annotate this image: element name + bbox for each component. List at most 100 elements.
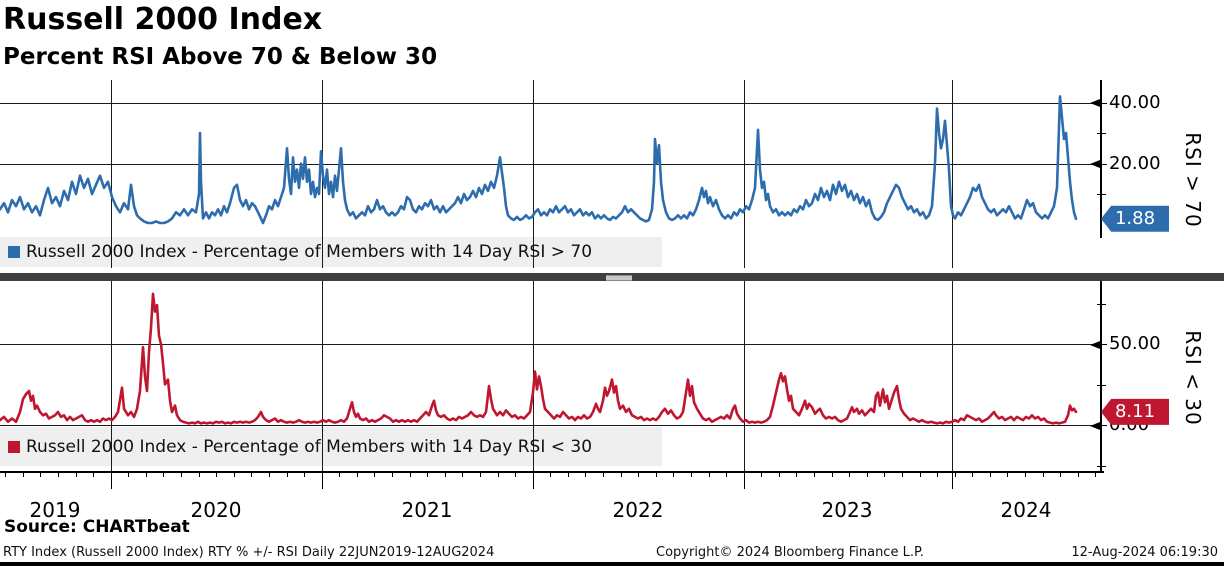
x-axis-month-tick: [726, 472, 728, 477]
x-axis-month-tick: [1007, 472, 1009, 477]
axis-tick-arrow-icon: [1090, 160, 1100, 168]
gridline: [951, 281, 953, 471]
x-axis-month-tick: [128, 472, 130, 477]
x-axis-month-tick: [866, 472, 868, 477]
axis-minor-tick: [1097, 133, 1106, 134]
axis-minor-tick: [1097, 194, 1106, 195]
y-axis-tick-label: 50.00: [1109, 333, 1161, 354]
x-axis-month-tick: [5, 472, 7, 477]
axis-minor-tick: [1097, 465, 1106, 467]
x-axis-month-tick: [673, 472, 675, 477]
plot-area-top[interactable]: [0, 80, 1102, 238]
x-axis-month-tick: [761, 472, 763, 477]
x-axis-month-tick: [145, 472, 147, 477]
last-value-badge-bottom: 8.11: [1101, 398, 1169, 425]
x-axis-month-tick: [497, 472, 499, 477]
series-swatch-red-icon: [8, 440, 20, 453]
x-axis-month-tick: [515, 472, 517, 477]
x-axis-month-tick: [1077, 472, 1079, 477]
x-axis-month-tick: [585, 472, 587, 477]
series-swatch-blue-icon: [8, 246, 20, 258]
x-axis-month-tick: [57, 472, 59, 477]
x-axis-month-tick: [1025, 472, 1027, 477]
axis-tick: [1100, 425, 1107, 426]
x-axis-month-tick: [40, 472, 42, 477]
x-axis-month-tick: [304, 472, 306, 477]
x-axis-month-tick: [356, 472, 358, 477]
x-axis-month-tick: [75, 472, 77, 477]
x-axis-month-tick: [620, 472, 622, 477]
x-axis-month-tick: [22, 472, 24, 477]
x-axis-month-tick: [233, 472, 235, 477]
x-axis-month-tick: [1060, 472, 1062, 477]
x-axis-month-tick: [603, 472, 605, 477]
x-axis-month-tick: [884, 472, 886, 477]
x-axis-year-label: 2023: [821, 498, 873, 522]
gridline: [0, 425, 1100, 426]
legend-strip-top: [0, 237, 662, 267]
x-axis-month-tick: [462, 472, 464, 477]
x-axis-month-tick: [374, 472, 376, 477]
x-axis-year-label: 2019: [29, 498, 81, 522]
x-axis-year-tick: [110, 472, 112, 489]
x-axis-month-tick: [989, 472, 991, 477]
axis-title-rsi-below-30: RSI < 30: [1181, 330, 1205, 426]
x-axis-month-tick: [1042, 472, 1044, 477]
gridline: [532, 281, 534, 471]
axis-tick-arrow-icon: [1090, 421, 1100, 430]
x-axis-month-tick: [251, 472, 253, 477]
last-value-badge-top: 1.88: [1101, 205, 1169, 232]
x-axis-month-tick: [919, 472, 921, 477]
legend-rsi-below-30[interactable]: Russell 2000 Index - Percentage of Membe…: [0, 427, 662, 466]
legend-rsi-above-70[interactable]: Russell 2000 Index - Percentage of Membe…: [0, 237, 662, 267]
gridline: [532, 80, 534, 268]
gridline: [743, 80, 745, 268]
bottom-border-bar: [0, 562, 1224, 566]
axis-tick: [1100, 344, 1107, 345]
x-axis-month-tick: [972, 472, 974, 477]
page-subtitle: Percent RSI Above 70 & Below 30: [3, 44, 438, 70]
x-axis-month-tick: [216, 472, 218, 477]
x-axis-month-tick: [814, 472, 816, 477]
x-axis-year-label: 2021: [401, 498, 453, 522]
x-axis-month-tick: [796, 472, 798, 477]
series-line-top: [0, 95, 1078, 225]
x-axis-month-tick: [479, 472, 481, 477]
y-axis-line: [1100, 281, 1102, 471]
gridline: [0, 163, 1100, 165]
gridline: [110, 281, 112, 471]
y-axis-tick-label: 20.00: [1109, 152, 1161, 174]
axis-minor-tick: [1097, 303, 1106, 305]
x-axis-month-tick: [849, 472, 851, 477]
axis-tick: [1100, 163, 1107, 165]
x-axis-month-tick: [708, 472, 710, 477]
x-axis-month-tick: [392, 472, 394, 477]
x-axis-line: [0, 471, 1104, 473]
page-title: Russell 2000 Index: [3, 2, 323, 37]
x-axis-year-tick: [532, 472, 534, 489]
x-axis-month-tick: [286, 472, 288, 477]
x-axis-month-tick: [937, 472, 939, 477]
x-axis-month-tick: [901, 472, 903, 477]
legend-strip-bottom: [0, 427, 662, 466]
footer-timestamp: 12-Aug-2024 06:19:30: [1071, 545, 1218, 560]
gridline: [951, 80, 953, 268]
x-axis-month-tick: [690, 472, 692, 477]
axis-minor-tick: [1097, 384, 1106, 386]
legend-label-bottom: Russell 2000 Index - Percentage of Membe…: [26, 436, 593, 457]
x-axis-month-tick: [268, 472, 270, 477]
x-axis-year-label: 2022: [612, 498, 664, 522]
gridline: [321, 281, 323, 471]
plot-area-bottom[interactable]: [0, 281, 1102, 471]
axis-tick-arrow-icon: [1090, 340, 1100, 349]
axis-tick: [1100, 102, 1107, 104]
panel-divider[interactable]: [0, 273, 1224, 281]
divider-grip-icon[interactable]: [606, 275, 632, 281]
x-axis-month-tick: [339, 472, 341, 477]
series-line-bottom: [0, 292, 1078, 425]
x-axis-month-tick: [655, 472, 657, 477]
x-axis-month-tick: [444, 472, 446, 477]
x-axis-year-tick: [951, 472, 953, 489]
